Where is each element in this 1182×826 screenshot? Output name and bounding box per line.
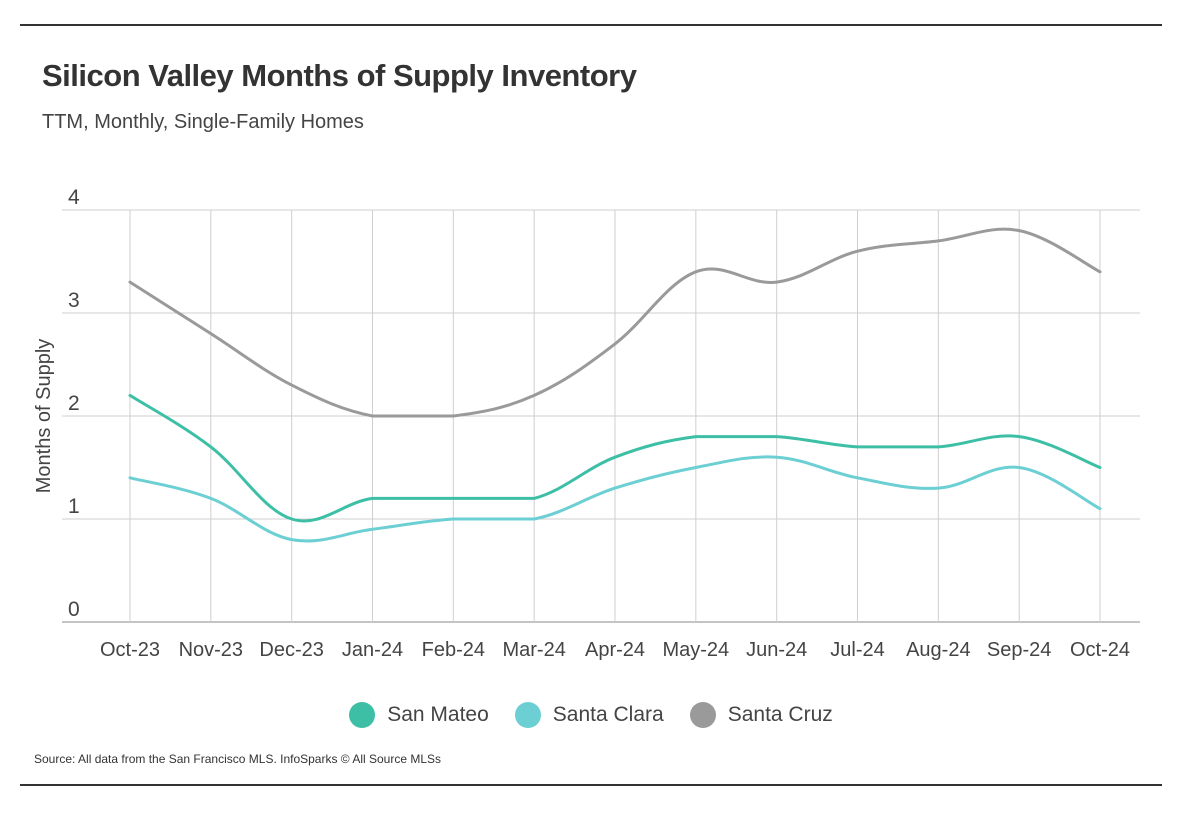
y-tick-label: 1 <box>68 495 80 518</box>
legend-item-santa-clara: Santa Clara <box>514 702 664 728</box>
x-tick-label: Jul-24 <box>830 639 884 661</box>
x-tick-label: Mar-24 <box>502 639 565 661</box>
legend-label: Santa Clara <box>552 703 664 726</box>
x-tick-label: Feb-24 <box>422 639 485 661</box>
x-tick-label: Sep-24 <box>987 639 1052 661</box>
source-note: Source: All data from the San Francisco … <box>34 752 442 766</box>
x-tick-label: Aug-24 <box>906 639 971 661</box>
bottom-rule <box>20 784 1162 786</box>
top-rule <box>20 24 1162 26</box>
x-tick-label: Dec-23 <box>259 639 323 661</box>
x-tick-label: Nov-23 <box>179 639 243 661</box>
series-line-santa-cruz <box>128 227 1102 418</box>
legend-swatch <box>689 702 716 728</box>
legend-label: San Mateo <box>387 703 489 726</box>
series-line-san-mateo <box>128 393 1102 523</box>
x-tick-label: May-24 <box>662 639 729 661</box>
legend-label: Santa Cruz <box>727 703 833 726</box>
y-tick-label: 4 <box>68 186 80 209</box>
legend-swatch <box>349 702 376 728</box>
legend-item-santa-cruz: Santa Cruz <box>689 702 833 728</box>
x-tick-label: Apr-24 <box>585 639 645 661</box>
x-tick-label: Jun-24 <box>746 639 807 661</box>
line-chart: 0 1 2 3 4 Oct-23 Nov-23 Dec-23 Jan-24 Feb-24 Mar-2… <box>33 186 1140 661</box>
series-line-santa-clara <box>128 455 1102 543</box>
y-tick-label: 0 <box>68 598 80 621</box>
chart-legend: San Mateo Santa Clara Santa Cruz <box>0 702 1182 728</box>
x-tick-label: Jan-24 <box>342 639 403 661</box>
legend-item-san-mateo: San Mateo <box>349 702 489 728</box>
chart-subtitle: TTM, Monthly, Single-Family Homes <box>42 111 364 133</box>
legend-swatch <box>514 702 541 728</box>
y-tick-label: 3 <box>68 289 80 312</box>
x-tick-label: Oct-23 <box>100 639 160 661</box>
chart-title: Silicon Valley Months of Supply Inventor… <box>42 58 637 93</box>
y-tick-label: 2 <box>68 392 80 415</box>
x-tick-label: Oct-24 <box>1070 639 1130 661</box>
y-axis-label: Months of Supply <box>33 339 55 494</box>
